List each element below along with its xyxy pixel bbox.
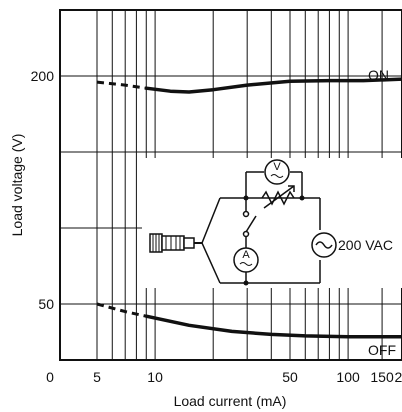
series-on-line [144,77,402,94]
svg-text:A: A [242,249,250,261]
curves [96,77,402,339]
y-tick-label: 200 [31,68,55,84]
junction-dot [299,195,305,201]
series-on-dashed [96,80,147,90]
series-label-on: ON [368,67,389,83]
x-tick-label: 50 [282,369,298,385]
x-tick-label: 150 [370,369,394,385]
ac-source-icon [311,232,337,258]
x-tick-label: 5 [93,369,101,385]
x-tick-label: 100 [336,369,360,385]
circuit-diagram: V A 200 VAC [142,158,402,288]
svg-text:V: V [273,161,281,173]
x-tick-label: 0 [46,369,54,385]
x-tick-label: 200 [395,369,402,385]
y-axis-title: Load voltage (V) [9,134,25,237]
proximity-sensor-icon [149,233,202,253]
plot-frame [59,9,402,361]
x-axis-title: Load current (mA) [174,393,287,409]
ammeter-icon: A [233,247,259,273]
junction-dot [243,195,249,201]
switch-icon [242,210,257,238]
series-off-dashed [96,302,147,318]
tick-labels: 05105010015020020050 [31,68,402,385]
junction-dot [243,280,249,286]
series-label-off: OFF [368,342,396,358]
variable-resistor-icon [261,185,295,209]
source-label: 200 VAC [338,237,393,253]
x-tick-label: 10 [147,369,163,385]
voltmeter-icon: V [264,159,290,185]
series-off-line [144,314,402,339]
y-tick-label: 50 [38,296,54,312]
